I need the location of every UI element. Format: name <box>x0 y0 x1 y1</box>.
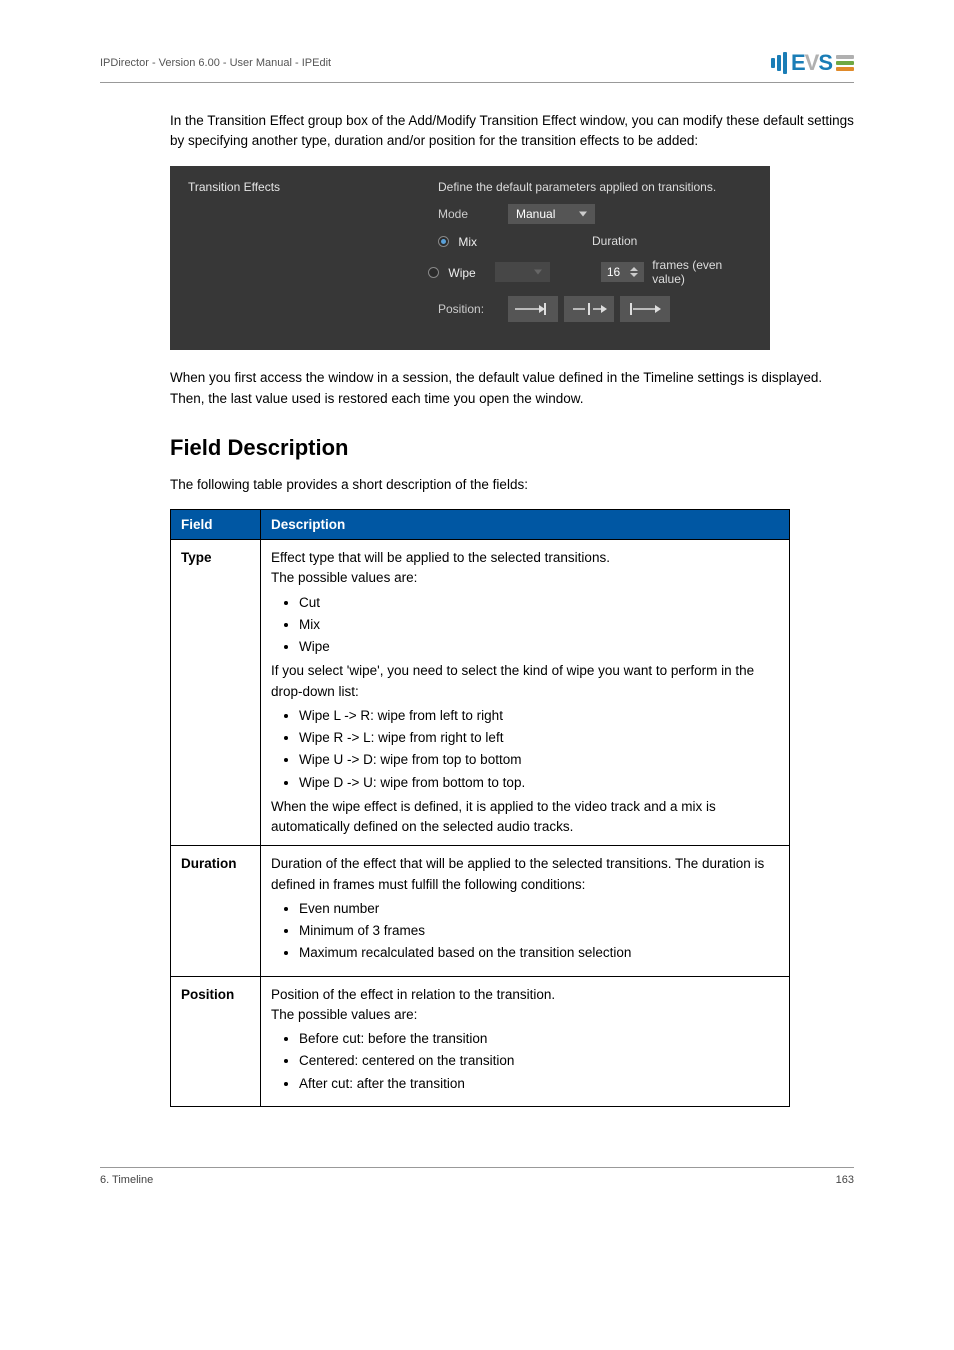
mix-radio[interactable] <box>438 236 449 247</box>
footer-section: 6. Timeline <box>100 1174 153 1186</box>
row-desc-type: Effect type that will be applied to the … <box>261 540 790 846</box>
field-description-table: Field Description Type Effect type that … <box>170 509 790 1107</box>
logo-stripes-icon <box>836 55 854 71</box>
wipe-radio-label: Wipe <box>448 266 475 280</box>
row-label-duration: Duration <box>171 846 261 976</box>
list-item: Wipe U -> D: wipe from top to bottom <box>299 750 779 770</box>
list-item: Wipe D -> U: wipe from bottom to top. <box>299 773 779 793</box>
list-item: Cut <box>299 593 779 613</box>
desc-list: Before cut: before the transition Center… <box>271 1029 779 1094</box>
duration-value: 16 <box>607 265 626 279</box>
mode-value: Manual <box>516 207 555 221</box>
desc-line: Position of the effect in relation to th… <box>271 985 779 1005</box>
row-desc-duration: Duration of the effect that will be appl… <box>261 846 790 976</box>
wipe-type-dropdown[interactable] <box>495 262 550 282</box>
page-header: IPDirector - Version 6.00 - User Manual … <box>100 50 854 83</box>
row-desc-position: Position of the effect in relation to th… <box>261 976 790 1106</box>
col-header-field: Field <box>171 510 261 540</box>
logo-bar-icon <box>771 58 775 68</box>
desc-line: The possible values are: <box>271 1005 779 1025</box>
table-row: Position Position of the effect in relat… <box>171 976 790 1106</box>
desc-list: Wipe L -> R: wipe from left to right Wip… <box>271 706 779 793</box>
section-heading: Field Description <box>170 435 854 461</box>
intro-paragraph: In the Transition Effect group box of th… <box>170 111 854 152</box>
mix-radio-label: Mix <box>458 234 477 248</box>
stepper-arrows-icon <box>630 267 638 277</box>
position-label: Position: <box>438 302 508 316</box>
desc-list: Cut Mix Wipe <box>271 593 779 658</box>
list-item: Wipe L -> R: wipe from left to right <box>299 706 779 726</box>
position-centered-button[interactable] <box>564 296 614 322</box>
transition-effects-panel: Transition Effects Define the default pa… <box>170 166 770 351</box>
list-item: Wipe R -> L: wipe from right to left <box>299 728 779 748</box>
desc-line: When the wipe effect is defined, it is a… <box>271 797 779 838</box>
table-row: Type Effect type that will be applied to… <box>171 540 790 846</box>
page-footer: 6. Timeline 163 <box>100 1167 854 1186</box>
row-label-type: Type <box>171 540 261 846</box>
position-after-button[interactable] <box>620 296 670 322</box>
list-item: Centered: centered on the transition <box>299 1051 779 1071</box>
list-item: Even number <box>299 899 779 919</box>
logo-bar-icon <box>783 52 787 74</box>
header-product-line: IPDirector - Version 6.00 - User Manual … <box>100 57 331 69</box>
logo-text: EVS <box>791 50 832 76</box>
desc-line: If you select 'wipe', you need to select… <box>271 661 779 702</box>
duration-unit: frames (even value) <box>652 258 752 286</box>
footer-page-number: 163 <box>836 1174 854 1186</box>
duration-label: Duration <box>592 234 752 248</box>
post-paragraph: When you first access the window in a se… <box>170 368 854 409</box>
col-header-description: Description <box>261 510 790 540</box>
list-item: After cut: after the transition <box>299 1074 779 1094</box>
logo-letter: S <box>818 50 832 75</box>
position-before-button[interactable] <box>508 296 558 322</box>
logo-bar-icon <box>777 55 781 71</box>
table-header-row: Field Description <box>171 510 790 540</box>
row-label-position: Position <box>171 976 261 1106</box>
table-row: Duration Duration of the effect that wil… <box>171 846 790 976</box>
logo-letter: E <box>791 50 805 75</box>
panel-description: Define the default parameters applied on… <box>438 180 716 194</box>
desc-line: The possible values are: <box>271 568 779 588</box>
list-item: Minimum of 3 frames <box>299 921 779 941</box>
desc-list: Even number Minimum of 3 frames Maximum … <box>271 899 779 964</box>
brand-logo: EVS <box>771 50 854 76</box>
wipe-radio[interactable] <box>428 267 439 278</box>
section-intro: The following table provides a short des… <box>170 475 854 495</box>
mode-label: Mode <box>438 207 508 221</box>
desc-line: Duration of the effect that will be appl… <box>271 854 779 895</box>
panel-title: Transition Effects <box>188 180 280 194</box>
list-item: Before cut: before the transition <box>299 1029 779 1049</box>
list-item: Maximum recalculated based on the transi… <box>299 943 779 963</box>
desc-line: Effect type that will be applied to the … <box>271 548 779 568</box>
duration-stepper[interactable]: 16 <box>601 262 644 282</box>
mode-dropdown[interactable]: Manual <box>508 204 595 224</box>
logo-letter: V <box>805 50 819 75</box>
list-item: Mix <box>299 615 779 635</box>
list-item: Wipe <box>299 637 779 657</box>
